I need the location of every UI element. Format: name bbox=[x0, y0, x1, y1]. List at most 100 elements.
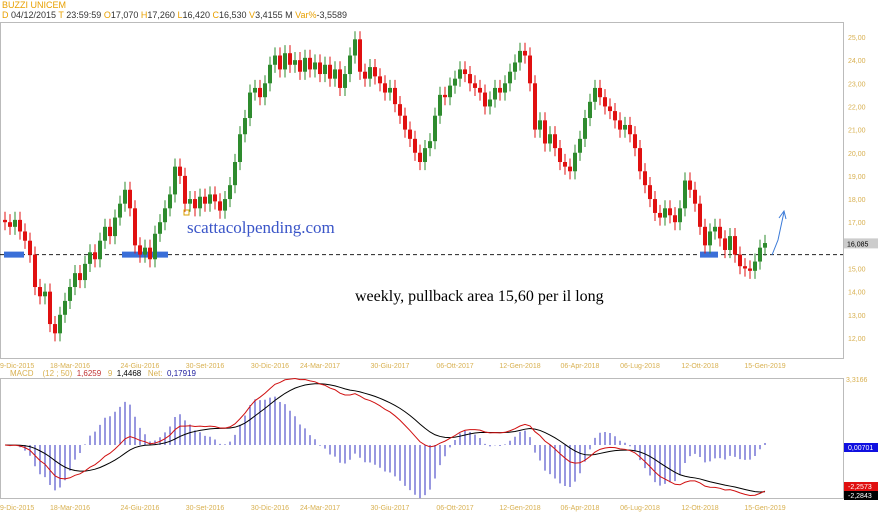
candle-body bbox=[618, 120, 622, 130]
candle-body bbox=[283, 53, 287, 70]
y-tick-label: 18,00 bbox=[848, 197, 866, 204]
candle-body bbox=[578, 138, 582, 153]
candle-body bbox=[703, 226, 707, 246]
c-label: C bbox=[212, 10, 220, 20]
candle-body bbox=[653, 199, 657, 213]
v-label: V bbox=[249, 10, 256, 20]
macd-value-box-macd bbox=[844, 482, 878, 491]
candle-body bbox=[723, 238, 727, 250]
ohlc-readout: D 04/12/2015 T 23:59:59 O17,070 H17,260 … bbox=[2, 10, 347, 20]
candle-body bbox=[438, 94, 442, 116]
y-tick-label: 19,00 bbox=[848, 174, 866, 181]
candle-body bbox=[523, 50, 527, 56]
candle-body bbox=[3, 219, 7, 223]
macd-x-tick-label: 06-Ott-2017 bbox=[436, 505, 473, 512]
candle-body bbox=[293, 60, 297, 65]
t-label: T bbox=[58, 10, 64, 20]
y-tick-label: 21,00 bbox=[848, 128, 866, 135]
candle-body bbox=[488, 99, 492, 107]
d-label: D bbox=[2, 10, 9, 20]
candle-body bbox=[748, 268, 752, 271]
candle-body bbox=[503, 83, 507, 93]
candle-body bbox=[458, 69, 462, 79]
candle-body bbox=[118, 203, 122, 218]
last-price-box bbox=[844, 238, 878, 249]
macd-legend: MACD (12 ; 50) 1,6259 9 1,4468 Net: 0,17… bbox=[10, 369, 196, 378]
y-tick-label: 13,00 bbox=[848, 313, 866, 320]
candle-body bbox=[178, 166, 182, 176]
candle-body bbox=[343, 74, 347, 88]
time-value: 23:59:59 bbox=[66, 10, 102, 20]
candle-body bbox=[708, 231, 712, 246]
candle-body bbox=[593, 87, 597, 102]
candle-body bbox=[38, 287, 42, 297]
y-tick-label: 17,00 bbox=[848, 220, 866, 227]
candle-body bbox=[68, 287, 72, 301]
candle-body bbox=[533, 83, 537, 130]
x-tick-label: 30-Set-2016 bbox=[186, 363, 225, 370]
macd-value: 1,6259 bbox=[76, 369, 102, 378]
candle-body bbox=[13, 219, 17, 227]
candle-body bbox=[633, 134, 637, 149]
macd-x-tick-label: 12-Gen-2018 bbox=[499, 505, 540, 512]
candle-body bbox=[443, 94, 447, 98]
candle-body bbox=[473, 83, 477, 88]
candle-body bbox=[108, 226, 112, 237]
candle-body bbox=[323, 64, 327, 75]
candle-body bbox=[608, 106, 612, 112]
candle-body bbox=[193, 199, 197, 209]
candle-body bbox=[463, 69, 467, 75]
arrow-path bbox=[771, 211, 785, 256]
candle-body bbox=[738, 254, 742, 267]
candle-body bbox=[408, 129, 412, 139]
l-label: L bbox=[177, 10, 183, 20]
candle-body bbox=[378, 76, 382, 84]
macd-value-box-hist bbox=[844, 443, 878, 452]
candle-body bbox=[338, 69, 342, 88]
candle-body bbox=[173, 166, 177, 195]
candle-body bbox=[198, 196, 202, 209]
candle-body bbox=[763, 243, 767, 248]
candle-body bbox=[668, 208, 672, 216]
candle-body bbox=[758, 247, 762, 262]
candle-body bbox=[278, 55, 282, 70]
candle-body bbox=[18, 219, 22, 232]
candle-body bbox=[568, 166, 572, 172]
candle-body bbox=[308, 57, 312, 70]
candle-body bbox=[733, 236, 737, 255]
candle-body bbox=[678, 208, 682, 223]
candle-body bbox=[353, 39, 357, 56]
candle-body bbox=[168, 194, 172, 209]
candle-body bbox=[683, 180, 687, 209]
y-tick-label: 15,00 bbox=[848, 267, 866, 274]
candle-body bbox=[513, 62, 517, 72]
candle-body bbox=[428, 141, 432, 149]
candle-body bbox=[143, 247, 147, 255]
candle-body bbox=[248, 92, 252, 119]
y-tick-label: 24,00 bbox=[848, 58, 866, 65]
y-tick-label: 23,00 bbox=[848, 81, 866, 88]
candle-body bbox=[288, 53, 292, 65]
candle-body bbox=[238, 134, 242, 163]
candle-body bbox=[543, 120, 547, 144]
volume-value: 3,4155 M bbox=[255, 10, 293, 20]
signal-value: 1,4468 bbox=[116, 369, 142, 378]
candle-body bbox=[98, 240, 102, 260]
y-tick-label: 12,00 bbox=[848, 336, 866, 343]
macd-x-tick-label: 24-Giu-2016 bbox=[121, 505, 160, 512]
candle-body bbox=[588, 101, 592, 119]
candle-body bbox=[713, 226, 717, 232]
price-panel-frame bbox=[0, 22, 844, 359]
candle-body bbox=[753, 261, 757, 271]
macd-value-label-signal: -2,2843 bbox=[848, 493, 872, 500]
candle-body bbox=[158, 222, 162, 234]
candle-body bbox=[508, 71, 512, 84]
x-tick-label: 15-Gen-2019 bbox=[744, 363, 785, 370]
macd-x-tick-label: 30-Giu-2017 bbox=[371, 505, 410, 512]
candle-body bbox=[363, 71, 367, 79]
macd-x-tick-label: 12-Ott-2018 bbox=[681, 505, 718, 512]
candle-body bbox=[638, 148, 642, 172]
instrument-title: BUZZI UNICEM bbox=[2, 0, 66, 10]
x-tick-label: 06-Apr-2018 bbox=[561, 363, 600, 370]
